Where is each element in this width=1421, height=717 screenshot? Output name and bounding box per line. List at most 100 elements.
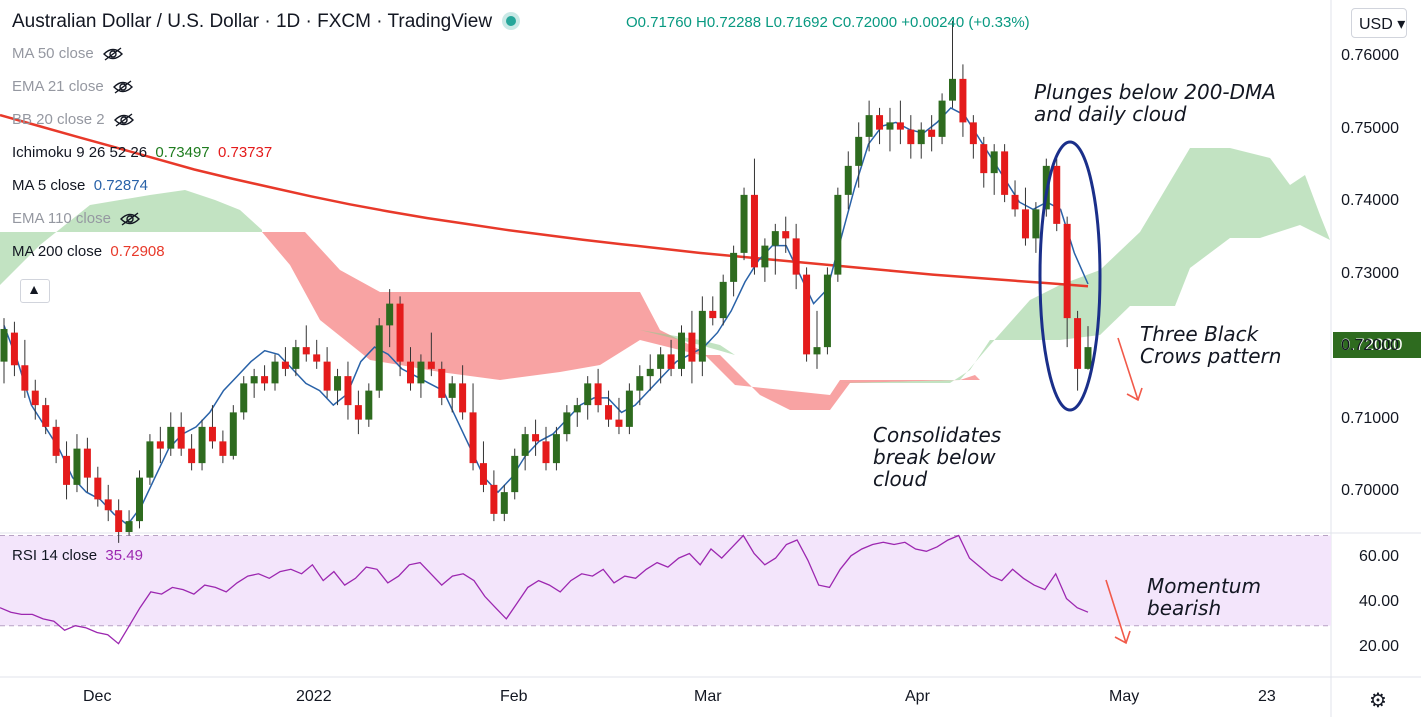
candle: [250, 368, 258, 398]
indicator-legend-item[interactable]: BB 20 close 2: [12, 111, 135, 128]
price-tick-label: 0.76000: [1341, 47, 1399, 65]
candle-body: [1001, 151, 1009, 195]
candle-body: [198, 426, 206, 464]
candle: [730, 245, 738, 297]
candle-body: [271, 361, 279, 384]
candle-body: [438, 368, 446, 398]
indicator-legend-item[interactable]: EMA 21 close: [12, 78, 134, 95]
candle: [511, 448, 519, 500]
candle: [427, 332, 435, 377]
candle: [969, 115, 977, 159]
candle-body: [584, 383, 592, 406]
annotation-plunge-text: Plunges below 200-DMA and daily cloud: [1034, 80, 1276, 126]
candle-body: [1053, 165, 1061, 224]
candle-body: [448, 383, 456, 398]
candle-body: [1021, 209, 1029, 239]
cloud-bull-2: [840, 148, 1330, 383]
candle: [136, 470, 143, 529]
candle-body: [949, 78, 956, 101]
candle: [646, 354, 654, 391]
candle: [94, 466, 102, 507]
candle: [386, 289, 394, 348]
annotation-plunge: Plunges below 200-DMA and daily cloud: [1034, 81, 1276, 125]
candle: [42, 397, 50, 435]
collapse-legend-button[interactable]: ▲: [27, 281, 41, 297]
annotation-consolidates: Consolidates break below cloud: [873, 424, 1001, 490]
candle-body: [625, 390, 633, 427]
price-tick-label: 0.70000: [1341, 482, 1399, 500]
candle-body: [334, 376, 342, 391]
candle-body: [740, 194, 748, 253]
eye-off-icon[interactable]: [112, 80, 134, 94]
rsi-band: [0, 535, 1331, 626]
candle: [917, 122, 925, 159]
candle: [375, 318, 383, 398]
indicator-value: 0.72908: [102, 243, 165, 260]
candle-body: [73, 448, 81, 485]
time-tick-label: Mar: [694, 688, 722, 705]
candle-body: [844, 165, 852, 195]
candle-body: [52, 426, 60, 456]
candle: [719, 274, 727, 326]
indicator-legend-item[interactable]: MA 50 close: [12, 45, 124, 62]
candle-body: [771, 231, 779, 246]
current-price-tag: 0.72000: [1333, 332, 1421, 358]
candle-body: [42, 405, 50, 427]
time-tick-label: Apr: [905, 688, 930, 705]
candle: [208, 405, 216, 449]
candle-body: [698, 310, 706, 362]
candle-body: [302, 347, 310, 355]
indicator-value: 0.72874: [85, 177, 148, 194]
candle: [115, 499, 123, 543]
ohlc-readout: O0.71760 H0.72288 L0.71692 C0.72000 +0.0…: [626, 14, 1030, 31]
candle: [229, 405, 237, 460]
candle: [584, 376, 592, 420]
rsi-tick-label: 60.00: [1358, 548, 1399, 566]
candle: [750, 158, 758, 275]
time-tick-label: 23: [1258, 688, 1276, 705]
candle-body: [1032, 209, 1040, 239]
rsi-tick-label: 20.00: [1358, 638, 1399, 656]
indicator-legend-item[interactable]: MA 200 close 0.72908: [12, 243, 165, 260]
candle-body: [761, 245, 769, 268]
candle: [761, 238, 769, 282]
indicator-name: MA 5 close: [12, 177, 86, 194]
candle: [188, 434, 196, 471]
candle-body: [104, 499, 112, 511]
indicator-legend-item[interactable]: Ichimoku 9 26 52 26 0.73497 0.73737: [12, 144, 272, 161]
candle-body: [688, 332, 696, 362]
candle-body: [980, 144, 988, 174]
gear-icon[interactable]: ⚙: [1369, 690, 1387, 712]
candle-body: [573, 405, 581, 413]
candle: [313, 339, 321, 369]
annotation-momentum: Momentum bearish: [1147, 575, 1261, 619]
candle: [1032, 202, 1040, 253]
candle-body: [990, 151, 998, 174]
annotation-momentum-text: Momentum bearish: [1147, 574, 1261, 620]
candle: [896, 100, 904, 145]
chevron-up-icon[interactable]: chevron-up-icon: [20, 279, 50, 303]
candle: [709, 296, 717, 326]
candle: [104, 484, 112, 522]
indicator-legend-item[interactable]: MA 5 close 0.72874: [12, 177, 148, 194]
indicator-value: 0.73497: [147, 144, 210, 161]
candle: [83, 437, 91, 493]
indicator-legend-item[interactable]: EMA 110 close: [12, 210, 141, 227]
eye-off-icon[interactable]: [102, 47, 124, 61]
candle: [990, 144, 998, 195]
currency-dropdown[interactable]: USD ▾: [1351, 8, 1407, 38]
candle-body: [407, 361, 414, 384]
eye-off-icon[interactable]: [113, 113, 135, 127]
candle-body: [594, 383, 602, 406]
candle-body: [21, 365, 29, 391]
annotation-consolidates-text: Consolidates break below cloud: [873, 423, 1002, 491]
candle: [344, 361, 352, 420]
indicator-name: BB 20 close 2: [12, 111, 105, 128]
indicator-name: Ichimoku 9 26 52 26: [12, 144, 148, 161]
candle: [657, 347, 665, 384]
eye-off-icon[interactable]: [119, 212, 141, 226]
indicator-name: EMA 21 close: [12, 78, 104, 95]
candle-body: [0, 329, 8, 362]
rsi-legend[interactable]: RSI 14 close 35.49: [12, 547, 143, 564]
